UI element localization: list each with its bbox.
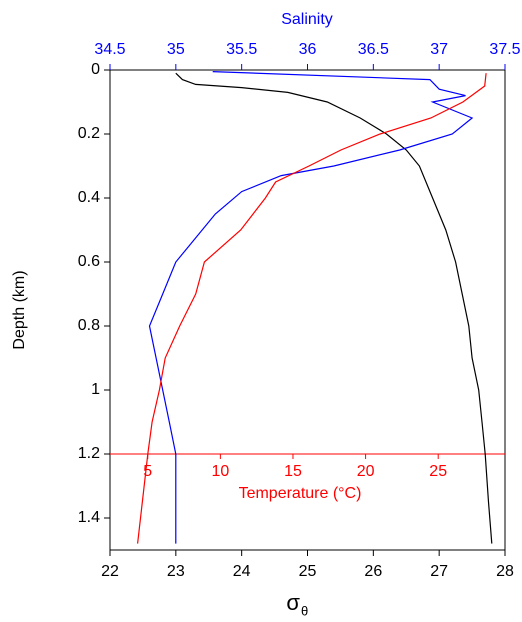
x2-tick-label: 34.5	[94, 41, 125, 58]
x2-tick-label: 36	[299, 41, 317, 58]
y-tick-label: 0	[91, 61, 100, 78]
y-tick-label: 0.8	[78, 317, 100, 334]
y-tick-label: 0.2	[78, 125, 100, 142]
x-tick-label: 28	[496, 563, 514, 580]
y-axis-title: Depth (km)	[11, 270, 28, 349]
x-tick-label: 26	[364, 563, 382, 580]
x-tick-label: 27	[430, 563, 448, 580]
y-tick-label: 1	[91, 381, 100, 398]
x-tick-label: 25	[299, 563, 317, 580]
x-axis-title: σ	[286, 590, 300, 615]
x-tick-label: 24	[233, 563, 251, 580]
x3-tick-label: 10	[211, 463, 229, 480]
y-tick-label: 0.6	[78, 253, 100, 270]
profile-line	[137, 73, 487, 544]
y-tick-label: 1.4	[78, 509, 100, 526]
temperature-axis-title: Temperature (°C)	[239, 485, 362, 502]
y-tick-label: 0.4	[78, 189, 100, 206]
x-tick-label: 23	[167, 563, 185, 580]
profile-line	[148, 71, 474, 544]
top-axis-title: Salinity	[281, 11, 333, 28]
x2-tick-label: 37	[430, 41, 448, 58]
x2-tick-label: 35	[167, 41, 185, 58]
x3-tick-label: 15	[284, 463, 302, 480]
x3-tick-label: 20	[357, 463, 375, 480]
x3-tick-label: 25	[429, 463, 447, 480]
x2-tick-label: 37.5	[489, 41, 520, 58]
x2-tick-label: 36.5	[358, 41, 389, 58]
x2-tick-label: 35.5	[226, 41, 257, 58]
x3-tick-label: 5	[143, 463, 152, 480]
profile-line	[175, 72, 493, 544]
x-tick-label: 22	[101, 563, 119, 580]
y-tick-label: 1.2	[78, 445, 100, 462]
x-axis-title-subscript: θ	[301, 603, 308, 617]
